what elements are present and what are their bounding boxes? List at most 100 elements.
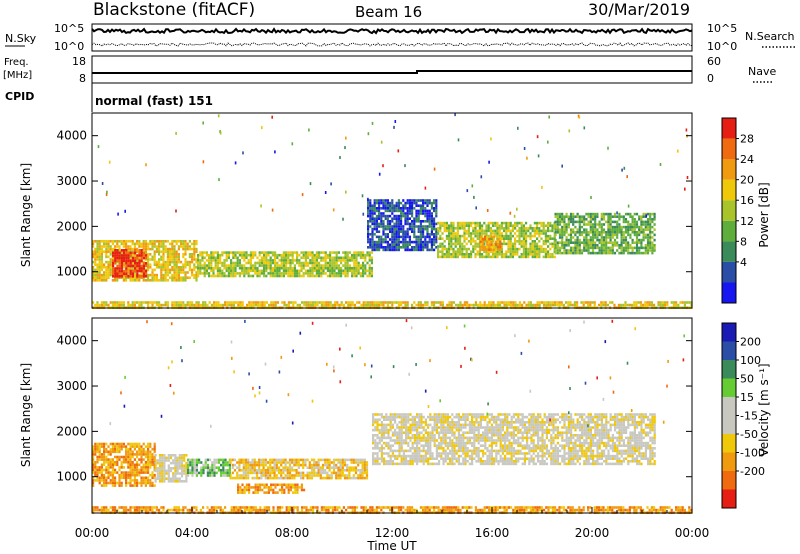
range-gate-cell — [642, 212, 645, 216]
range-gate-cell — [375, 248, 378, 252]
range-gate-cell — [518, 232, 521, 235]
range-gate-cell — [316, 301, 319, 304]
range-gate-cell — [96, 276, 99, 279]
range-gate-cell — [248, 301, 251, 304]
range-gate-cell — [346, 458, 349, 462]
range-gate-cell — [182, 301, 185, 304]
range-gate-cell — [435, 230, 438, 233]
range-gate-cell — [254, 269, 257, 273]
range-gate-cell — [125, 450, 128, 454]
range-gate-cell — [92, 279, 95, 282]
range-gate-cell — [373, 248, 376, 252]
range-gate-cell — [133, 301, 136, 304]
range-gate-cell — [188, 268, 191, 272]
noise-cell — [361, 194, 364, 198]
range-gate-cell — [520, 221, 523, 225]
range-gate-cell — [273, 474, 276, 477]
range-gate-cell — [288, 461, 292, 464]
range-gate-cell — [408, 235, 411, 239]
range-gate-cell — [275, 469, 278, 472]
range-gate-cell — [282, 471, 285, 475]
range-gate-cell — [269, 261, 272, 265]
range-gate-cell — [499, 303, 502, 307]
range-gate-cell — [367, 220, 370, 223]
range-gate-cell — [448, 247, 451, 251]
range-gate-cell — [483, 232, 486, 235]
range-gate-cell — [633, 223, 636, 226]
noise-cell — [124, 209, 126, 213]
range-gate-cell — [596, 212, 599, 216]
range-gate-cell — [133, 276, 136, 279]
noise-cell — [339, 156, 341, 159]
range-gate-cell — [587, 231, 590, 234]
range-gate-cell — [335, 256, 338, 260]
range-gate-cell — [127, 460, 130, 464]
range-gate-cell — [485, 232, 488, 235]
range-gate-cell — [397, 201, 400, 205]
range-gate-cell — [620, 303, 623, 307]
range-gate-cell — [514, 245, 517, 248]
range-gate-cell — [653, 228, 656, 231]
range-gate-cell — [229, 461, 232, 464]
range-gate-cell — [419, 199, 422, 202]
range-gate-cell — [120, 276, 123, 279]
range-gate-cell — [483, 242, 486, 246]
noise-cell — [301, 193, 304, 197]
range-gate-cell — [522, 232, 525, 235]
range-gate-cell — [378, 225, 381, 228]
range-gate-cell — [649, 212, 652, 216]
range-gate-cell — [177, 303, 180, 307]
range-gate-cell — [629, 215, 632, 218]
range-gate-cell — [616, 228, 619, 231]
range-gate-cell — [551, 303, 554, 307]
range-gate-cell — [351, 266, 354, 270]
range-gate-cell — [197, 266, 200, 270]
range-gate-cell — [499, 243, 502, 246]
range-gate-cell — [404, 230, 407, 233]
range-gate-cell — [120, 240, 123, 243]
range-gate-cell — [402, 238, 405, 241]
range-gate-cell — [242, 474, 245, 477]
range-gate-cell — [247, 466, 250, 469]
range-gate-cell — [397, 238, 400, 241]
range-gate-cell — [319, 476, 322, 480]
range-gate-cell — [174, 472, 177, 475]
range-gate-cell — [624, 228, 628, 231]
range-gate-cell — [154, 464, 157, 467]
range-gate-cell — [459, 234, 462, 238]
range-gate-cell — [223, 266, 226, 270]
range-gate-cell — [362, 253, 365, 257]
range-gate-cell — [591, 249, 595, 252]
range-gate-cell — [277, 466, 281, 469]
range-gate-cell — [158, 467, 162, 470]
range-gate-cell — [147, 468, 150, 472]
freq-frame — [91, 55, 693, 84]
range-gate-cell — [288, 476, 292, 480]
range-gate-cell — [219, 259, 222, 262]
range-gate-cell — [613, 233, 617, 237]
range-gate-cell — [203, 266, 206, 270]
range-gate-cell — [297, 463, 300, 467]
range-gate-cell — [463, 247, 466, 251]
range-gate-cell — [454, 253, 457, 256]
range-gate-cell — [234, 274, 237, 278]
range-gate-cell — [384, 227, 387, 231]
range-gate-cell — [273, 471, 276, 475]
noise-cell — [382, 164, 384, 168]
range-gate-cell — [285, 259, 288, 262]
range-gate-cell — [362, 274, 365, 278]
range-gate-cell — [627, 223, 630, 226]
range-gate-cell — [96, 240, 99, 243]
range-gate-cell — [304, 256, 307, 260]
range-gate-cell — [189, 471, 192, 475]
range-gate-cell — [565, 251, 568, 255]
range-gate-cell — [118, 481, 121, 485]
range-gate-cell — [147, 481, 150, 485]
range-gate-cell — [439, 245, 442, 248]
range-gate-cell — [197, 264, 200, 267]
range-gate-cell — [419, 246, 422, 249]
range-gate-cell — [373, 246, 376, 249]
range-gate-cell — [173, 303, 176, 307]
range-gate-cell — [114, 442, 117, 446]
range-gate-cell — [138, 267, 141, 270]
